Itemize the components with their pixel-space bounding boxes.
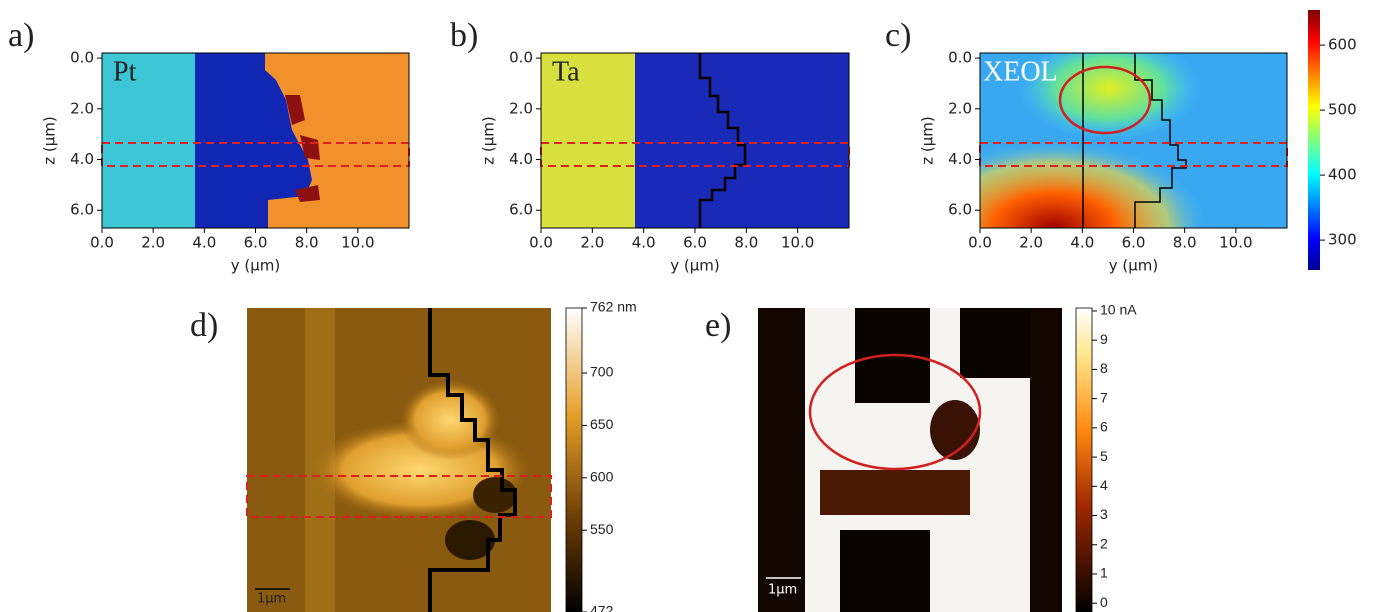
x-tick-label: 10.0 [341,234,374,252]
colorbar-tick-label: 300 [1328,231,1357,249]
colorbar-tick-label: 1 [1100,565,1108,581]
x-axis-label: y (μm) [670,257,720,275]
colorbar-tick-label: 600 [590,469,614,485]
y-tick-label: 6.0 [70,201,94,219]
y-axis-label: z (μm) [480,116,498,165]
y-tick-label: 6.0 [948,201,972,219]
y-tick-label: 0.0 [948,49,972,67]
x-tick-label: 10.0 [781,234,814,252]
colorbar-tick-label: 10 nA [1100,302,1137,318]
colorbar [565,307,583,612]
x-tick-label: 2.0 [1019,234,1043,252]
x-axis-label: y (μm) [231,257,281,275]
panel-label: c) [885,17,911,54]
colorbar-tick-label: 4 [1100,477,1108,493]
annotation: Pt [113,56,137,87]
x-tick-label: 0.0 [90,234,114,252]
colorbar-tick-label: 500 [1328,101,1357,119]
scale-bar-label: 1μm [768,583,797,598]
colorbar-tick-label: 6 [1100,419,1108,435]
colorbar-tick-label: 472 [590,603,614,612]
colorbar-tick-label: 3 [1100,506,1108,522]
y-tick-label: 0.0 [509,49,533,67]
x-tick-label: 2.0 [580,234,604,252]
heatmap-c [979,53,1288,228]
colorbar-tick-label: 7 [1100,389,1108,405]
colorbar-tick-label: 8 [1100,360,1108,376]
colorbar-tick-label: 9 [1100,331,1108,347]
x-tick-label: 8.0 [734,234,758,252]
colorbar [1075,307,1093,612]
x-tick-label: 4.0 [632,234,656,252]
afm-image [246,308,552,612]
current-image [758,308,1062,612]
colorbar [1308,10,1320,270]
x-tick-label: 6.0 [244,234,268,252]
colorbar-tick-label: 550 [590,521,614,537]
colorbar-tick-label: 2 [1100,535,1108,551]
colorbar-tick-label: 600 [1328,36,1357,54]
colorbar-tick-label: 650 [590,416,614,432]
panel-label: d) [190,307,218,344]
colorbar-tick-label: 700 [590,364,614,380]
x-tick-label: 6.0 [683,234,707,252]
y-tick-label: 6.0 [509,201,533,219]
annotation: XEOL [983,56,1058,87]
scale-bar-label: 1μm [257,592,286,607]
y-tick-label: 2.0 [948,99,972,117]
y-axis-label: z (μm) [41,116,59,165]
y-tick-label: 4.0 [509,150,533,168]
x-tick-label: 0.0 [529,234,553,252]
colorbar-tick-label: 762 nm [590,299,637,315]
x-axis-label: y (μm) [1109,257,1159,275]
x-tick-label: 0.0 [968,234,992,252]
panel-label: b) [450,17,478,54]
y-tick-label: 2.0 [509,99,533,117]
heatmap-b [540,53,850,228]
x-tick-label: 4.0 [192,234,216,252]
colorbar-tick-label: 0 [1100,594,1108,610]
x-tick-label: 2.0 [141,234,165,252]
panel-label: e) [705,307,731,344]
x-tick-label: 8.0 [1173,234,1197,252]
y-tick-label: 4.0 [70,150,94,168]
y-tick-label: 0.0 [70,49,94,67]
annotation: Ta [552,56,580,87]
x-tick-label: 10.0 [1219,234,1252,252]
y-tick-label: 4.0 [948,150,972,168]
y-axis-label: z (μm) [919,116,937,165]
colorbar-tick-label: 5 [1100,448,1108,464]
x-tick-label: 4.0 [1070,234,1094,252]
y-tick-label: 2.0 [70,99,94,117]
x-tick-label: 8.0 [295,234,319,252]
panel-label: a) [8,17,34,54]
colorbar-tick-label: 400 [1328,166,1357,184]
heatmap-a [101,53,410,228]
x-tick-label: 6.0 [1122,234,1146,252]
